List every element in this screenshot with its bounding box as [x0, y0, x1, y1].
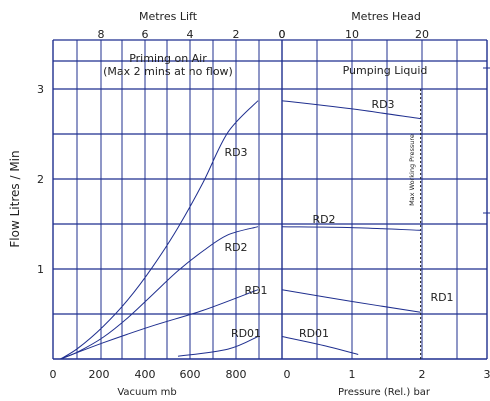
- series-label-rd2: RD2: [224, 241, 247, 254]
- curve-rd1-vacuum: [60, 289, 259, 360]
- series-label-rd1: RD1: [430, 291, 453, 304]
- top-right-axis-title: Metres Head: [351, 10, 421, 23]
- curve-rd2-vacuum: [60, 226, 259, 360]
- x-left-tick: 400: [135, 368, 156, 381]
- x-left-tick: 800: [226, 368, 247, 381]
- top-right-tick: 20: [415, 28, 429, 41]
- series-label-rd01: RD01: [231, 327, 261, 340]
- series-label-rd1: RD1: [244, 284, 267, 297]
- region-left-subtitle: (Max 2 mins at no flow): [103, 65, 233, 78]
- x-right-tick: 2: [419, 368, 426, 381]
- y-tick: 2: [37, 173, 44, 186]
- curve-rd01-pressure: [281, 336, 359, 355]
- x-left-tick: 0: [50, 368, 57, 381]
- top-right-tick: 10: [345, 28, 359, 41]
- x-right-tick: 1: [349, 368, 356, 381]
- series-label-rd3: RD3: [224, 146, 247, 159]
- max-working-pressure-label: Max Working Pressure: [408, 134, 416, 206]
- x-left-axis-title: Vacuum mb: [117, 387, 176, 398]
- x-right-axis-title: Pressure (Rel.) bar: [338, 387, 431, 398]
- top-left-tick: 0: [279, 28, 286, 41]
- series-label-rd3: RD3: [371, 98, 394, 111]
- y-tick: 3: [37, 83, 44, 96]
- x-right-tick: 3: [484, 368, 490, 381]
- chart-curves: [60, 100, 421, 360]
- top-left-axis-title: Metres Lift: [139, 10, 198, 23]
- y-axis-title: Flow Litres / Min: [8, 150, 22, 247]
- curve-rd2-pressure: [281, 226, 421, 231]
- curve-rd01-vacuum: [177, 336, 259, 357]
- y-tick: 1: [37, 263, 44, 276]
- region-left-title: Priming on Air: [129, 52, 207, 65]
- top-right-tick: 0: [279, 28, 286, 41]
- curve-rd3-pressure: [281, 100, 421, 120]
- x-right-tick: 0: [284, 368, 291, 381]
- series-label-rd01: RD01: [299, 327, 329, 340]
- x-left-tick: 200: [89, 368, 110, 381]
- region-right-title: Pumping Liquid: [343, 64, 428, 77]
- top-left-tick: 6: [142, 28, 149, 41]
- x-left-tick: 600: [180, 368, 201, 381]
- top-left-tick: 2: [233, 28, 240, 41]
- top-left-tick: 4: [187, 28, 194, 41]
- chart-grid: [52, 39, 490, 360]
- top-left-tick: 8: [98, 28, 105, 41]
- curve-rd3-vacuum: [60, 100, 259, 360]
- series-label-rd2: RD2: [312, 213, 335, 226]
- curve-rd1-pressure: [281, 289, 421, 313]
